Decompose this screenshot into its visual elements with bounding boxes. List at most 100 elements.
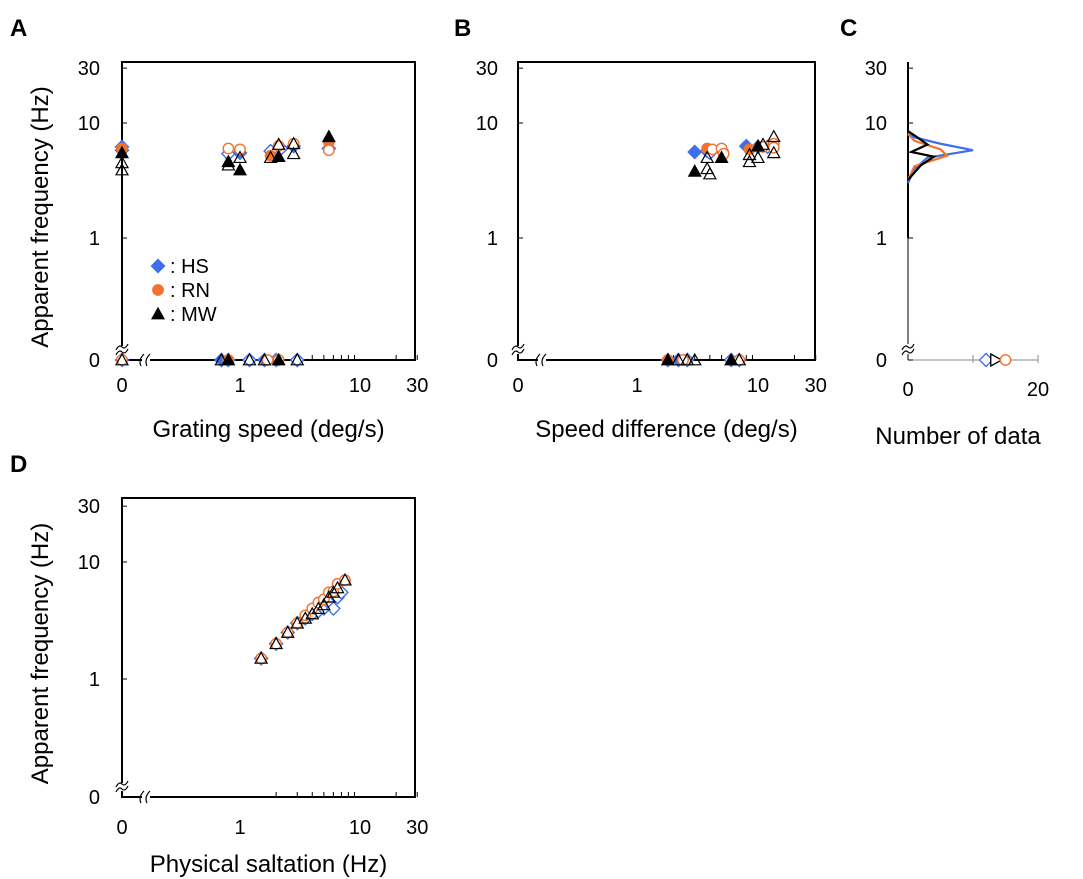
axis-break-stroke [139,353,145,367]
axis-break-stroke [901,348,915,356]
axis-break-gap [118,346,126,354]
point-HS [242,352,257,368]
axis-break-stroke [115,785,129,793]
point-MW [271,137,286,150]
point-MW [286,146,301,160]
point-MW [766,129,781,143]
point-MW [321,129,336,143]
y-tick-label: 1 [89,669,100,691]
axis-break-stroke [145,790,151,804]
point-MW [326,585,341,598]
hist-line-RN [907,133,950,181]
axis-break-gap [904,346,912,354]
plot-frame-A [121,61,416,361]
point-MW [263,150,278,164]
y-tick-label: 30 [78,58,100,80]
y-tick-label: 0 [89,787,100,809]
y-tick-label: 10 [476,113,498,135]
point-MW [290,352,305,366]
y-axis-title-D: Apparent frequency (Hz) [27,523,54,784]
point-MW [271,352,286,366]
y-axis-break-D [115,780,129,793]
point-MW [257,352,272,366]
point-MW [114,155,130,169]
axis-break-stroke [145,353,151,367]
legend-marker-MW [150,306,166,320]
y-axis-break-A [115,343,129,356]
zero-count-MW [990,352,1004,368]
x-axis-title-A: Grating speed (deg/s) [152,416,384,443]
point-HS [687,144,703,160]
axis-break-stroke [535,353,541,367]
point-MW [680,352,695,366]
x-tick-label: 30 [406,817,428,839]
x-axis-title-B: Speed difference (deg/s) [535,416,797,443]
point-MW [221,352,236,366]
legend-label-MW: : MW [170,304,217,326]
x-tick-label: 0 [116,817,127,839]
y-axis-break-B [511,343,525,356]
y-axis-title-A: Apparent frequency (Hz) [27,86,54,347]
legend-label-RN: : RN [170,280,210,302]
point-HS [325,601,341,617]
y-tick-label: 1 [89,228,100,250]
point-MW [702,166,717,180]
panel-label-A: A [10,15,27,42]
y-tick-label: 0 [89,350,100,372]
x-axis-break-D [139,790,151,804]
x-tick-label: 10 [349,375,371,397]
point-MW [750,150,766,164]
panel-label-C: C [840,15,857,42]
point-MW [700,150,715,164]
axis-break-stroke [115,343,129,351]
point-RN [234,143,246,156]
axis-break-stroke [139,790,145,804]
zero-count-RN [999,354,1012,366]
axis-break-gap [514,346,522,354]
point-MW [750,138,766,152]
point-MW [732,352,747,366]
point-MW [114,162,130,176]
hist-line-MW [907,130,937,181]
point-MW [280,625,295,638]
point-HS [289,352,305,368]
point-MW [114,352,130,366]
x-axis-break-A [139,353,151,367]
point-MW [316,597,331,611]
plot-frame-D [121,497,416,798]
x-tick-label: 30 [805,375,827,397]
point-MW [232,150,248,164]
axis-break-stroke [511,343,525,351]
x-axis-break-B [535,353,547,367]
hist-y-axis-break [901,343,915,356]
x-tick-label: 1 [631,375,642,397]
y-tick-label: 10 [78,552,100,574]
y-tick-label: 10 [78,113,100,135]
x-tick-label: 10 [349,817,371,839]
point-MW [687,352,702,366]
point-MW [221,157,236,171]
point-MW [214,352,229,366]
hist-y-tick-label: 0 [876,350,887,372]
point-MW [742,147,757,161]
x-tick-label: 0 [116,375,127,397]
legend-label-HS: : HS [170,256,209,278]
point-MW [311,601,326,614]
x-axis-title-D: Physical saltation (Hz) [150,851,387,878]
y-tick-label: 0 [487,350,498,372]
x-tick-label: 1 [234,375,245,397]
point-MW [221,154,236,168]
x-tick-label: 0 [512,375,523,397]
point-MW [671,352,686,366]
point-MW [271,149,286,163]
point-RN [222,142,235,155]
panel-label-B: B [454,15,471,42]
legend-marker-HS [150,258,166,274]
hist-y-tick-label: 10 [865,113,887,135]
hist-y-tick-label: 1 [876,228,887,250]
point-MW [232,162,248,176]
hist-x-tick-label: 20 [1027,379,1049,401]
y-tick-label: 1 [487,228,498,250]
plot-frame-B [517,61,816,361]
